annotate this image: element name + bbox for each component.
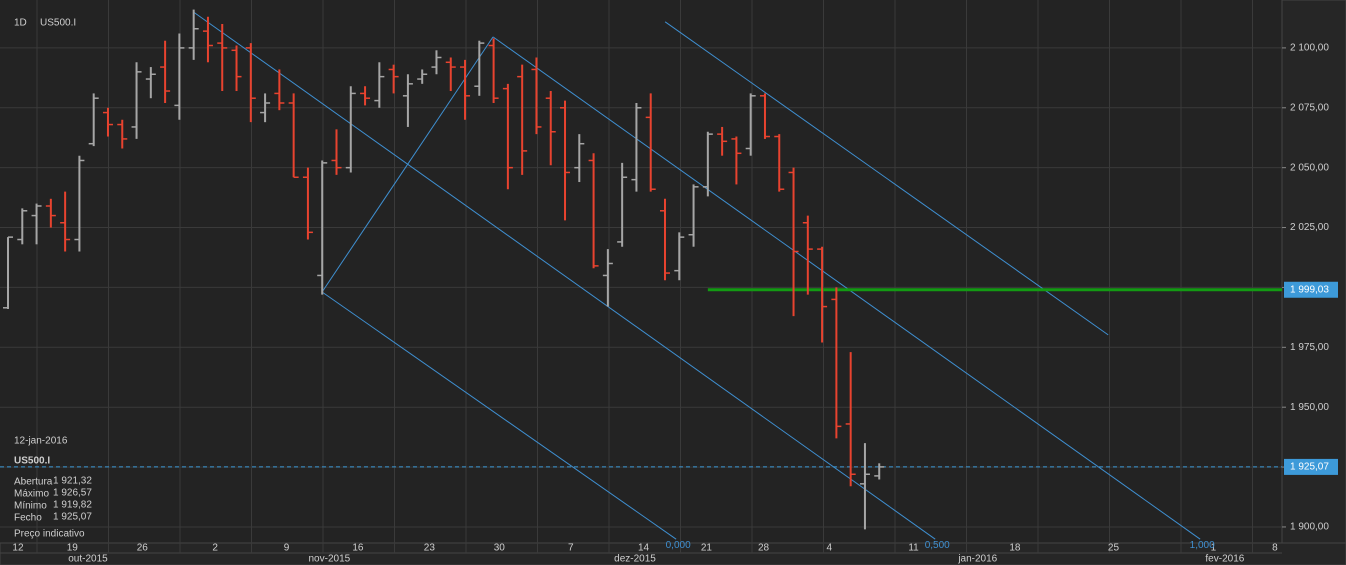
month-label: dez-2015: [614, 554, 656, 565]
trend-line: [192, 11, 936, 540]
x-tick-label: 23: [424, 543, 436, 554]
info-value: 1 921,32: [53, 476, 92, 487]
month-label: out-2015: [68, 554, 108, 565]
level-tag-label: 1 999,03: [1290, 284, 1329, 295]
y-tick-label: 2 100,00: [1290, 43, 1329, 54]
level-tag: [1284, 281, 1338, 298]
y-tick-label: 1 975,00: [1290, 342, 1329, 353]
month-label: jan-2016: [957, 554, 997, 565]
x-tick-label: 14: [638, 543, 650, 554]
trend-line: [492, 36, 1201, 540]
trend-line: [321, 291, 677, 540]
x-tick-label: 30: [494, 543, 506, 554]
y-tick-label: 1 950,00: [1290, 402, 1329, 413]
info-value: 1 925,07: [53, 512, 92, 523]
y-tick-label: 2 050,00: [1290, 162, 1329, 173]
level-label: 0,500: [925, 540, 950, 551]
y-tick-label: 1 900,00: [1290, 522, 1329, 533]
info-name: Máximo: [14, 489, 49, 500]
x-tick-label: 25: [1108, 543, 1120, 554]
x-tick-label: 21: [701, 543, 713, 554]
timeframe: 1D: [14, 18, 27, 29]
price-tag-label: 1 925,07: [1290, 462, 1329, 473]
info-symbol: US500.I: [14, 456, 50, 467]
info-panel: 12-jan-2016 US500.I Preço indicativo Abe…: [14, 436, 92, 540]
x-tick-label: 28: [758, 543, 770, 554]
symbol: US500.I: [40, 18, 76, 29]
info-name: Mínimo: [14, 501, 47, 512]
info-date: 12-jan-2016: [14, 436, 68, 447]
price-axis: [1281, 0, 1346, 544]
trend-line: [664, 21, 1109, 336]
info-name: Fecho: [14, 513, 42, 524]
info-name: Abertura: [14, 477, 53, 488]
info-note: Preço indicativo: [14, 529, 85, 540]
x-tick-label: 9: [284, 543, 290, 554]
x-tick-label: 16: [352, 543, 364, 554]
level-label: 1,000: [1190, 540, 1215, 551]
info-value: 1 926,57: [53, 488, 92, 499]
x-tick-label: 12: [12, 543, 24, 554]
info-value: 1 919,82: [53, 500, 92, 511]
level-label: 0,000: [666, 540, 691, 551]
y-tick-label: 2 025,00: [1290, 222, 1329, 233]
plot: 0,000 0,500 1,000 1 999,03 1 925,07: [0, 9, 1338, 551]
x-tick-label: 1: [1211, 543, 1217, 554]
x-tick-label: 4: [826, 543, 832, 554]
x-tick-label: 2: [212, 543, 218, 554]
month-label: nov-2015: [309, 554, 351, 565]
y-tick-label: 2 075,00: [1290, 102, 1329, 113]
x-tick-label: 11: [908, 543, 919, 554]
x-tick-label: 8: [1272, 543, 1278, 554]
x-tick-label: 19: [67, 543, 79, 554]
price-tag: [1284, 458, 1338, 475]
time-axis: [0, 542, 1346, 565]
x-tick-label: 18: [1009, 543, 1021, 554]
month-label: fev-2016: [1205, 554, 1244, 565]
x-tick-label: 7: [568, 543, 574, 554]
x-tick-label: 26: [137, 543, 149, 554]
